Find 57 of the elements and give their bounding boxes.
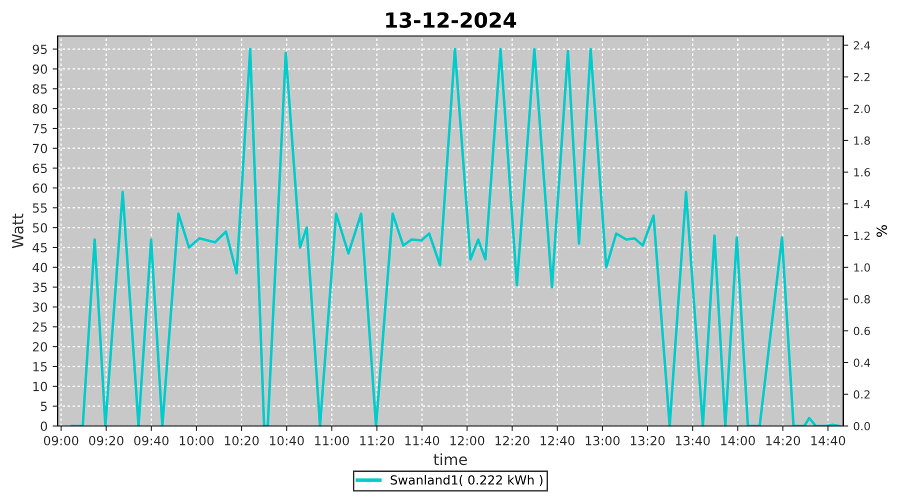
x-tick-label: 12:00 [450, 436, 484, 446]
y-tick-label: 85 [32, 84, 47, 94]
y-tick-label: 20 [32, 342, 48, 352]
x-tick-label: 14:20 [766, 436, 800, 446]
y-tick-label: 65 [32, 164, 47, 174]
x-tick-label: 13:00 [586, 436, 620, 446]
x-tick-label: 10:20 [224, 436, 259, 446]
y-tick-label: 15 [33, 362, 47, 372]
x-tick-label: 09:40 [134, 436, 169, 446]
y-tick-label: 40 [32, 262, 48, 272]
y-tick-label: 60 [32, 183, 48, 193]
x-tick-label: 09:20 [89, 436, 124, 446]
y2-tick-label: 1.8 [854, 136, 870, 145]
chart-title: 13-12-2024 [386, 12, 516, 28]
y-tick-label: 50 [32, 223, 48, 233]
y2-tick-label: 2.0 [854, 104, 870, 114]
y-axis-title: Watt [12, 214, 24, 248]
y2-tick-label: 0.8 [854, 295, 870, 304]
y-tick-label: 35 [32, 282, 47, 292]
y2-tick-label: 1.4 [854, 200, 870, 208]
y-tick-label: 5 [40, 402, 47, 412]
x-tick-label: 12:20 [496, 436, 530, 446]
y2-tick-label: 1.0 [854, 263, 870, 272]
y-tick-label: 75 [32, 124, 47, 134]
x-tick-label: 14:00 [721, 436, 755, 446]
y2-tick-label: 0.6 [854, 326, 870, 336]
x-tick-label: 14:40 [811, 436, 846, 446]
y2-tick-label: 1.6 [854, 168, 870, 177]
y-tick-label: 0 [40, 421, 48, 431]
x-tick-label: 12:40 [540, 436, 574, 446]
y2-tick-label: 0.2 [854, 390, 870, 399]
y2-tick-label: 2.2 [854, 72, 870, 82]
line-series [70, 48, 840, 426]
x-tick-label: 09:00 [44, 436, 78, 446]
x-tick-label: 11:20 [360, 436, 394, 446]
x-tick-label: 13:20 [630, 436, 665, 446]
y-tick-label: 95 [32, 44, 47, 54]
y-tick-label: 25 [32, 322, 47, 332]
x-tick-label: 10:40 [270, 436, 304, 446]
y-tick-label: 10 [33, 382, 48, 392]
y-tick-label: 30 [32, 302, 48, 312]
y2-tick-label: 0.0 [854, 422, 870, 430]
y2-tick-label: 0.4 [854, 358, 870, 367]
y-tick-label: 70 [32, 144, 48, 154]
x-axis-title: time [434, 453, 467, 466]
y2-axis-title: % [876, 225, 887, 237]
x-tick-label: 13:40 [676, 436, 710, 446]
y2-tick-label: 2.4 [854, 41, 870, 50]
y-tick-label: 45 [32, 243, 47, 252]
x-tick-label: 11:40 [405, 436, 440, 446]
y-tick-label: 55 [32, 203, 47, 213]
x-tick-label: 11:00 [315, 436, 349, 446]
legend-label: Swanland1( 0.222 kWh ) [390, 475, 542, 486]
y2-tick-label: 1.2 [854, 232, 870, 240]
x-tick-label: 10:00 [180, 436, 214, 446]
y-tick-label: 80 [32, 104, 48, 114]
y-tick-label: 90 [32, 64, 48, 74]
